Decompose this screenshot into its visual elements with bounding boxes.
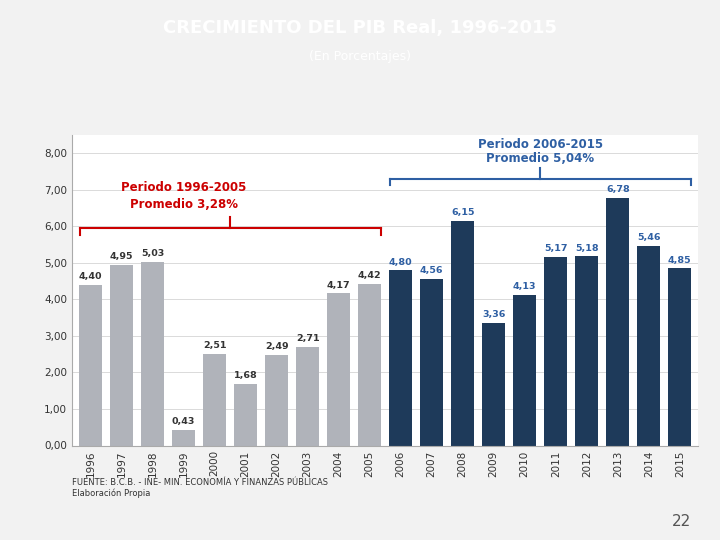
Bar (482, 323, 505, 445)
Text: Periodo 2006-2015: Periodo 2006-2015 (477, 138, 603, 151)
Text: 1,68: 1,68 (234, 372, 258, 381)
Bar (141, 262, 164, 446)
Bar (513, 295, 536, 446)
Text: 6,15: 6,15 (451, 208, 474, 217)
Text: 4,17: 4,17 (327, 280, 351, 289)
Bar (606, 198, 629, 446)
Text: 0,43: 0,43 (172, 417, 195, 426)
Bar (668, 268, 691, 446)
Bar (389, 270, 413, 446)
Bar (296, 347, 319, 446)
Text: 5,03: 5,03 (141, 249, 164, 258)
Bar (544, 256, 567, 446)
Bar (327, 293, 351, 446)
Bar (451, 221, 474, 446)
Bar (234, 384, 257, 446)
Bar (110, 265, 133, 446)
Text: 4,42: 4,42 (358, 272, 382, 280)
Bar (203, 354, 226, 445)
Text: 6,78: 6,78 (606, 185, 630, 194)
Bar (358, 284, 382, 446)
Text: Promedio 5,04%: Promedio 5,04% (486, 152, 594, 165)
Text: 5,18: 5,18 (575, 244, 598, 253)
Text: 4,85: 4,85 (668, 255, 692, 265)
Bar (265, 355, 288, 446)
Bar (172, 430, 195, 446)
Text: 5,17: 5,17 (544, 244, 567, 253)
Text: Promedio 3,28%: Promedio 3,28% (130, 198, 238, 211)
Text: 2,49: 2,49 (265, 342, 289, 351)
Text: 4,95: 4,95 (110, 252, 133, 261)
Text: Periodo 1996-2005: Periodo 1996-2005 (121, 181, 246, 194)
Text: 4,13: 4,13 (513, 282, 536, 291)
Text: 22: 22 (672, 514, 691, 529)
Text: 4,40: 4,40 (79, 272, 102, 281)
Text: CRECIMIENTO DEL PIB Real, 1996-2015: CRECIMIENTO DEL PIB Real, 1996-2015 (163, 19, 557, 37)
Text: 2,71: 2,71 (296, 334, 320, 343)
Text: 4,56: 4,56 (420, 266, 444, 275)
Bar (637, 246, 660, 446)
Text: 3,36: 3,36 (482, 310, 505, 319)
Text: 2,51: 2,51 (203, 341, 226, 350)
Bar (420, 279, 444, 446)
Text: FUENTE: B.C.B. - INE- MIN. ECONOMÍA Y FINANZAS PÚBLICAS
Elaboración Propia: FUENTE: B.C.B. - INE- MIN. ECONOMÍA Y FI… (72, 478, 328, 498)
Bar (575, 256, 598, 446)
Bar (79, 285, 102, 446)
Text: 4,80: 4,80 (389, 258, 413, 267)
Text: (En Porcentajes): (En Porcentajes) (309, 50, 411, 63)
Text: 5,46: 5,46 (637, 233, 660, 242)
